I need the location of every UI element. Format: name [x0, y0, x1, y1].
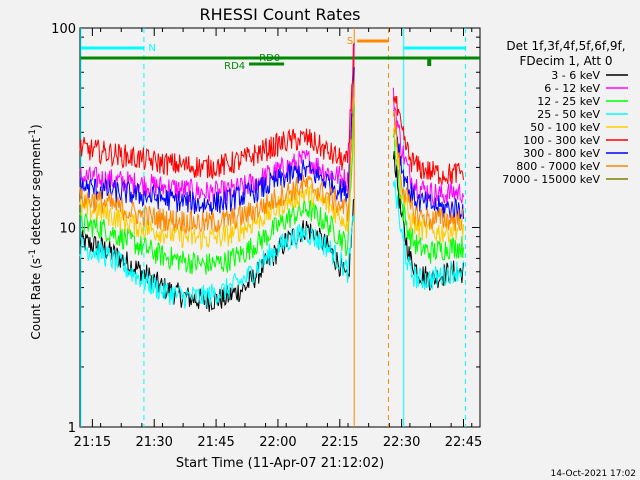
legend-label-3: 25 - 50 keV — [537, 108, 600, 121]
y-axis-label: Count Rate (s-1 detector segment-1) — [28, 124, 43, 339]
series-line-3-1 — [392, 179, 464, 290]
x-tick-label: 22:15 — [321, 435, 358, 450]
x-tick-label: 21:45 — [197, 435, 234, 450]
series-line-5-1 — [392, 95, 464, 186]
rd0-label: RD0 — [259, 53, 280, 64]
n-label: N — [148, 43, 155, 54]
y-axis-label-end: ) — [29, 124, 43, 129]
series-line-6-1 — [392, 109, 464, 220]
series-line-4-0 — [79, 96, 355, 251]
series-line-3-0 — [79, 214, 355, 309]
legend-label-4: 50 - 100 keV — [530, 121, 600, 134]
plot-frame — [79, 27, 481, 428]
footer-date: 14-Oct-2021 17:02 — [551, 469, 636, 479]
x-tick-label: 21:30 — [135, 435, 172, 450]
legend-label-7: 800 - 7000 keV — [516, 160, 600, 173]
series-2 — [79, 104, 464, 275]
x-tick-label: 22:45 — [445, 435, 482, 450]
series-line-7-1 — [392, 109, 464, 232]
legend-header-line1: Det 1f,3f,4f,5f,6f,9f, — [506, 39, 625, 53]
y-axis-label-main: Count Rate (s — [29, 258, 43, 340]
series-line-6-0 — [79, 67, 355, 215]
series-7 — [79, 80, 464, 235]
legend-label-2: 12 - 25 keV — [537, 95, 600, 108]
y-axis-label-mid: detector segment — [29, 138, 43, 249]
y-tick-label: 1 — [68, 421, 76, 436]
series-4 — [79, 96, 464, 251]
saa-label: S — [347, 36, 353, 47]
x-tick-label: 22:00 — [259, 435, 296, 450]
plot-area: 1 10 100 21:15 21:30 21:45 22:00 22:15 22:30 22:4… — [51, 22, 482, 450]
legend-label-8: 7000 - 15000 keV — [502, 173, 600, 186]
x-axis-label: Start Time (11-Apr-07 21:12:02) — [176, 456, 384, 471]
y-axis-label-exp2: -1 — [28, 129, 38, 138]
rd4-label: RD4 — [224, 61, 245, 72]
y-tick-label: 100 — [51, 22, 76, 37]
y-axis-label-exp1: -1 — [28, 249, 38, 258]
legend-label-6: 300 - 800 keV — [523, 147, 600, 160]
series-line-1-0 — [79, 42, 355, 205]
legend-label-5: 100 - 300 keV — [523, 134, 600, 147]
series-line-2-0 — [79, 104, 355, 275]
legend-label-0: 3 - 6 keV — [551, 69, 600, 82]
series-line-5-0 — [79, 42, 355, 180]
rd-marker — [427, 59, 432, 66]
series-line-2-1 — [392, 129, 464, 264]
legend-label-1: 6 - 12 keV — [544, 82, 600, 95]
series-6 — [79, 67, 464, 220]
series-line-4-1 — [392, 128, 464, 244]
y-tick-label: 10 — [59, 222, 76, 237]
legend-header-line2: FDecim 1, Att 0 — [519, 54, 612, 68]
x-tick-label: 21:15 — [74, 435, 111, 450]
x-tick-label: 22:30 — [383, 435, 420, 450]
series-line-7-0 — [79, 80, 355, 235]
series-5 — [79, 42, 464, 186]
series-3 — [79, 179, 464, 309]
chart-title: RHESSI Count Rates — [200, 5, 361, 24]
